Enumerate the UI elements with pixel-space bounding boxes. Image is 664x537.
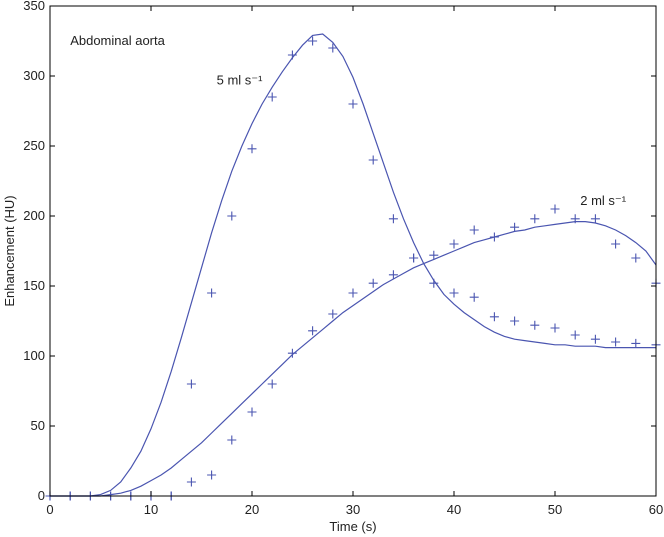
x-tick-label: 60	[649, 502, 663, 517]
data-point-2ml	[186, 477, 196, 487]
data-point-5ml	[590, 334, 600, 344]
x-axis-label: Time (s)	[329, 519, 376, 534]
x-tick-label: 40	[447, 502, 461, 517]
axes-frame	[49, 5, 657, 497]
data-point-5ml	[550, 323, 560, 333]
y-tick-label: 250	[23, 138, 45, 153]
data-point-5ml	[530, 320, 540, 330]
y-tick-label: 350	[23, 0, 45, 13]
y-tick-label: 150	[23, 278, 45, 293]
data-point-2ml	[510, 222, 520, 232]
data-point-5ml	[611, 337, 621, 347]
x-axis-ticks: 0 10 20 30 40 50 60	[46, 6, 663, 517]
y-axis-label: Enhancement (HU)	[2, 195, 17, 306]
x-tick-label: 20	[245, 502, 259, 517]
data-point-2ml	[611, 239, 621, 249]
data-point-5ml	[510, 316, 520, 326]
data-point-2ml	[207, 470, 217, 480]
data-point-2ml	[530, 214, 540, 224]
x-tick-label: 30	[346, 502, 360, 517]
data-point-2ml	[489, 232, 499, 242]
data-point-2ml	[570, 214, 580, 224]
data-point-5ml	[267, 92, 277, 102]
y-tick-label: 0	[38, 488, 45, 503]
y-tick-label: 300	[23, 68, 45, 83]
model-curves	[50, 33, 657, 497]
annotation-2ml-series: 2 ml s⁻¹	[580, 193, 627, 208]
data-point-2ml	[368, 278, 378, 288]
y-tick-label: 100	[23, 348, 45, 363]
annotation-5ml-series: 5 ml s⁻¹	[217, 72, 264, 87]
data-point-2ml	[308, 326, 318, 336]
annotation-abdominal-aorta: Abdominal aorta	[70, 33, 165, 48]
data-point-5ml	[631, 338, 641, 348]
data-point-2ml	[287, 348, 297, 358]
data-point-5ml	[247, 144, 257, 154]
data-point-2ml	[348, 288, 358, 298]
model-curve-5ml	[50, 33, 656, 497]
data-point-2ml	[449, 239, 459, 249]
data-point-2ml	[469, 225, 479, 235]
x-tick-label: 10	[144, 502, 158, 517]
data-point-5ml	[186, 379, 196, 389]
data-point-5ml	[308, 36, 318, 46]
data-point-2ml	[267, 379, 277, 389]
data-point-5ml	[489, 312, 499, 322]
measured-markers	[45, 36, 661, 501]
data-point-2ml	[590, 214, 600, 224]
data-point-5ml	[570, 330, 580, 340]
x-tick-label: 50	[548, 502, 562, 517]
data-point-2ml	[631, 253, 641, 263]
data-point-2ml	[388, 270, 398, 280]
data-point-5ml	[388, 214, 398, 224]
data-point-5ml	[348, 99, 358, 109]
data-point-5ml	[429, 278, 439, 288]
data-point-2ml	[328, 309, 338, 319]
y-tick-label: 50	[31, 418, 45, 433]
data-point-2ml	[409, 253, 419, 263]
data-point-2ml	[429, 250, 439, 260]
data-point-5ml	[469, 292, 479, 302]
x-tick-label: 0	[46, 502, 53, 517]
y-axis-ticks: 0 50 100 150 200 250 300 350	[23, 0, 656, 503]
y-tick-label: 200	[23, 208, 45, 223]
model-curve-2ml	[50, 221, 657, 497]
data-point-5ml	[449, 288, 459, 298]
data-point-5ml	[368, 155, 378, 165]
data-point-5ml	[328, 43, 338, 53]
data-point-2ml	[247, 407, 257, 417]
data-point-5ml	[227, 211, 237, 221]
data-point-5ml	[207, 288, 217, 298]
plot-area	[45, 33, 661, 501]
data-point-2ml	[227, 435, 237, 445]
data-point-2ml	[550, 204, 560, 214]
data-point-5ml	[287, 50, 297, 60]
